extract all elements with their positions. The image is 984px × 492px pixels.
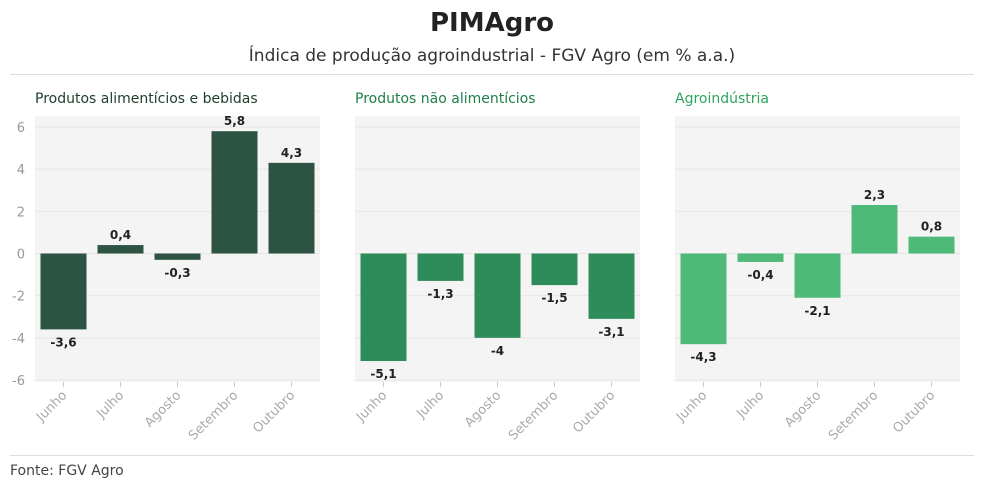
y-tick-label: -2 (12, 290, 25, 305)
x-tick-label: Agosto (142, 388, 184, 430)
x-tick-label: Setembro (506, 388, 561, 443)
y-tick-label: 2 (17, 205, 25, 220)
panel-title: Produtos não alimentícios (355, 91, 536, 107)
data-label: 0,8 (921, 220, 942, 234)
divider (10, 455, 974, 456)
data-label: -0,3 (164, 266, 190, 280)
bar (417, 253, 464, 281)
data-label: -4,3 (690, 350, 716, 364)
panel-title: Produtos alimentícios e bebidas (35, 91, 258, 107)
x-tick-label: Setembro (826, 388, 881, 443)
data-label: -5,1 (370, 367, 396, 381)
data-label: -3,1 (598, 325, 624, 339)
panel-title: Agroindústria (675, 91, 769, 107)
y-tick-label: -6 (12, 374, 25, 389)
data-label: 2,3 (864, 188, 885, 202)
bar (531, 253, 578, 286)
x-tick-label: Outubro (570, 388, 618, 436)
bar (908, 236, 955, 254)
source-note: Fonte: FGV Agro (10, 463, 124, 479)
bar (268, 162, 315, 254)
data-label: -3,6 (50, 335, 76, 349)
x-tick-label: Junho (353, 388, 390, 425)
x-tick-label: Outubro (250, 388, 298, 436)
data-label: -0,4 (747, 268, 773, 282)
x-tick-label: Junho (33, 388, 70, 425)
y-tick-label: -4 (12, 332, 25, 347)
x-tick-label: Julho (733, 388, 767, 422)
x-tick-label: Julho (93, 388, 127, 422)
x-tick-label: Junho (673, 388, 710, 425)
data-label: -1,5 (541, 291, 567, 305)
x-tick-label: Agosto (782, 388, 824, 430)
x-tick-label: Outubro (890, 388, 938, 436)
y-tick-label: 6 (17, 121, 25, 136)
chart-title: PIMAgro (429, 8, 555, 38)
data-label: -1,3 (427, 287, 453, 301)
x-tick-label: Setembro (186, 388, 241, 443)
data-label: -2,1 (804, 304, 830, 318)
divider (10, 74, 974, 75)
x-tick-label: Julho (413, 388, 447, 422)
y-tick-label: 4 (17, 163, 25, 178)
data-label: -4 (491, 344, 504, 358)
bar (211, 131, 258, 254)
bar (474, 253, 521, 338)
data-label: 4,3 (281, 146, 302, 160)
y-tick-label: 0 (17, 248, 25, 263)
bar (680, 253, 727, 345)
bar (737, 253, 784, 262)
chart-subtitle: Índica de produção agroindustrial - FGV … (248, 46, 736, 66)
bar (794, 253, 841, 298)
bar (154, 253, 201, 260)
x-tick-label: Agosto (462, 388, 504, 430)
bar (97, 245, 144, 254)
data-label: 5,8 (224, 114, 245, 128)
bar (851, 205, 898, 254)
data-label: 0,4 (110, 228, 131, 242)
bar (588, 253, 635, 319)
bar (40, 253, 87, 330)
bar (360, 253, 407, 362)
